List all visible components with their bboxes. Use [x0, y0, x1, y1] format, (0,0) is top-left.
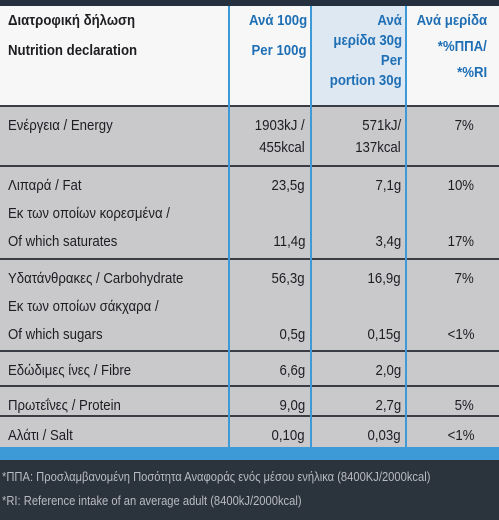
row-label: Πρωτεΐνες / Protein	[8, 397, 121, 414]
value-ri: 10%	[447, 177, 474, 194]
row-divider	[0, 350, 499, 352]
value-per-100g: 0,10g	[271, 427, 305, 444]
sub-label: Εκ των οποίων σάκχαρα /	[8, 298, 159, 315]
sub-label: Εκ των οποίων κορεσμένα /	[8, 205, 170, 222]
header-title: Διατροφική δήλωση	[8, 12, 136, 29]
value-per-portion: 2,0g	[375, 362, 401, 379]
value-per-portion: 7,1g	[375, 177, 401, 194]
value-ri: 7%	[454, 117, 474, 134]
sub-ri: <1%	[447, 326, 474, 343]
header-per-portion: Ανά	[377, 12, 402, 29]
value-per-100g: 23,5g	[271, 177, 305, 194]
header-per-100g: Per 100g	[251, 42, 307, 59]
value-per-portion: 2,7g	[375, 397, 401, 414]
value-per-portion: 0,03g	[367, 427, 401, 444]
row-divider	[0, 258, 499, 260]
sub-label: Of which sugars	[8, 326, 103, 343]
sub-per-100g: 0,5g	[279, 326, 305, 343]
value-ri: 5%	[454, 397, 474, 414]
top-border	[0, 0, 499, 6]
column-line	[310, 6, 312, 447]
row-divider	[0, 165, 499, 167]
sub-label: Of which saturates	[8, 233, 118, 250]
header-ri: Ανά μερίδα	[416, 12, 487, 29]
footer-note: *RI: Reference intake of an average adul…	[2, 493, 302, 508]
header-ri: *%ΠΠΑ/	[437, 38, 487, 55]
value-per-100g: 6,6g	[279, 362, 305, 379]
value-ri: 7%	[454, 270, 474, 287]
row-label: Εδώδιμες ίνες / Fibre	[8, 362, 132, 379]
header-ri: *%RI	[456, 64, 487, 81]
header-per-portion: portion 30g	[330, 72, 402, 89]
value-ri: <1%	[447, 427, 474, 444]
value-per-portion: 137kcal	[355, 139, 401, 156]
sub-ri: 17%	[447, 233, 474, 250]
row-divider	[0, 105, 499, 107]
header-bg	[0, 6, 499, 105]
header-title: Nutrition declaration	[8, 42, 138, 59]
sub-per-portion: 0,15g	[367, 326, 401, 343]
row-label: Υδατάνθρακες / Carbohydrate	[8, 270, 184, 287]
value-per-portion: 571kJ/	[362, 117, 401, 134]
value-per-portion: 16,9g	[367, 270, 401, 287]
sub-per-portion: 3,4g	[375, 233, 401, 250]
column-line	[228, 6, 230, 447]
footer-bg	[0, 460, 499, 520]
header-portion-bg	[310, 6, 405, 105]
header-per-100g: Ανά 100g	[248, 12, 307, 29]
row-divider	[0, 415, 499, 417]
column-line	[405, 6, 407, 447]
blue-bar	[0, 447, 499, 460]
row-label: Ενέργεια / Energy	[8, 117, 113, 134]
header-per-portion: Per	[380, 52, 402, 69]
row-label: Αλάτι / Salt	[8, 427, 73, 444]
footer-note: *ΠΠΑ: Προσλαμβανομένη Ποσότητα Αναφοράς …	[2, 469, 431, 484]
value-per-100g: 9,0g	[279, 397, 305, 414]
value-per-100g: 1903kJ /	[255, 117, 305, 134]
row-label: Λιπαρά / Fat	[8, 177, 82, 194]
row-divider	[0, 385, 499, 387]
value-per-100g: 455kcal	[259, 139, 305, 156]
sub-per-100g: 11,4g	[272, 233, 305, 250]
value-per-100g: 56,3g	[271, 270, 305, 287]
header-per-portion: μερίδα 30g	[333, 32, 402, 49]
